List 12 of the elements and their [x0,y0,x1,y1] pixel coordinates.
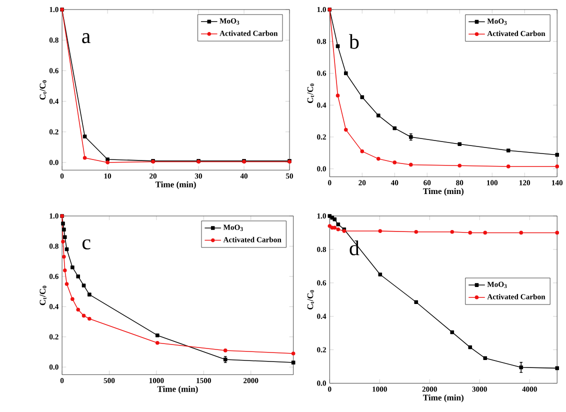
x-axis-title: Time (min) [155,181,196,190]
y-axis-title: C$_{t}$/C$_{0}$ [40,80,46,100]
y-axis-title: C$_{t}$/C$_{0}$ [307,84,314,104]
x-axis-title: Time (min) [157,386,198,394]
y-axis-title: C$_{t}$/C$_{0}$ [40,286,46,306]
annotation: c [82,239,90,250]
annotation: a [82,33,90,44]
x-axis-title: Time (min) [423,394,464,402]
y-axis-title: C$_{t}$/C$_{0}$ [307,290,314,310]
annotation: d [350,240,360,256]
x-axis-title: Time (min) [423,188,464,196]
annotation: b [348,34,359,49]
